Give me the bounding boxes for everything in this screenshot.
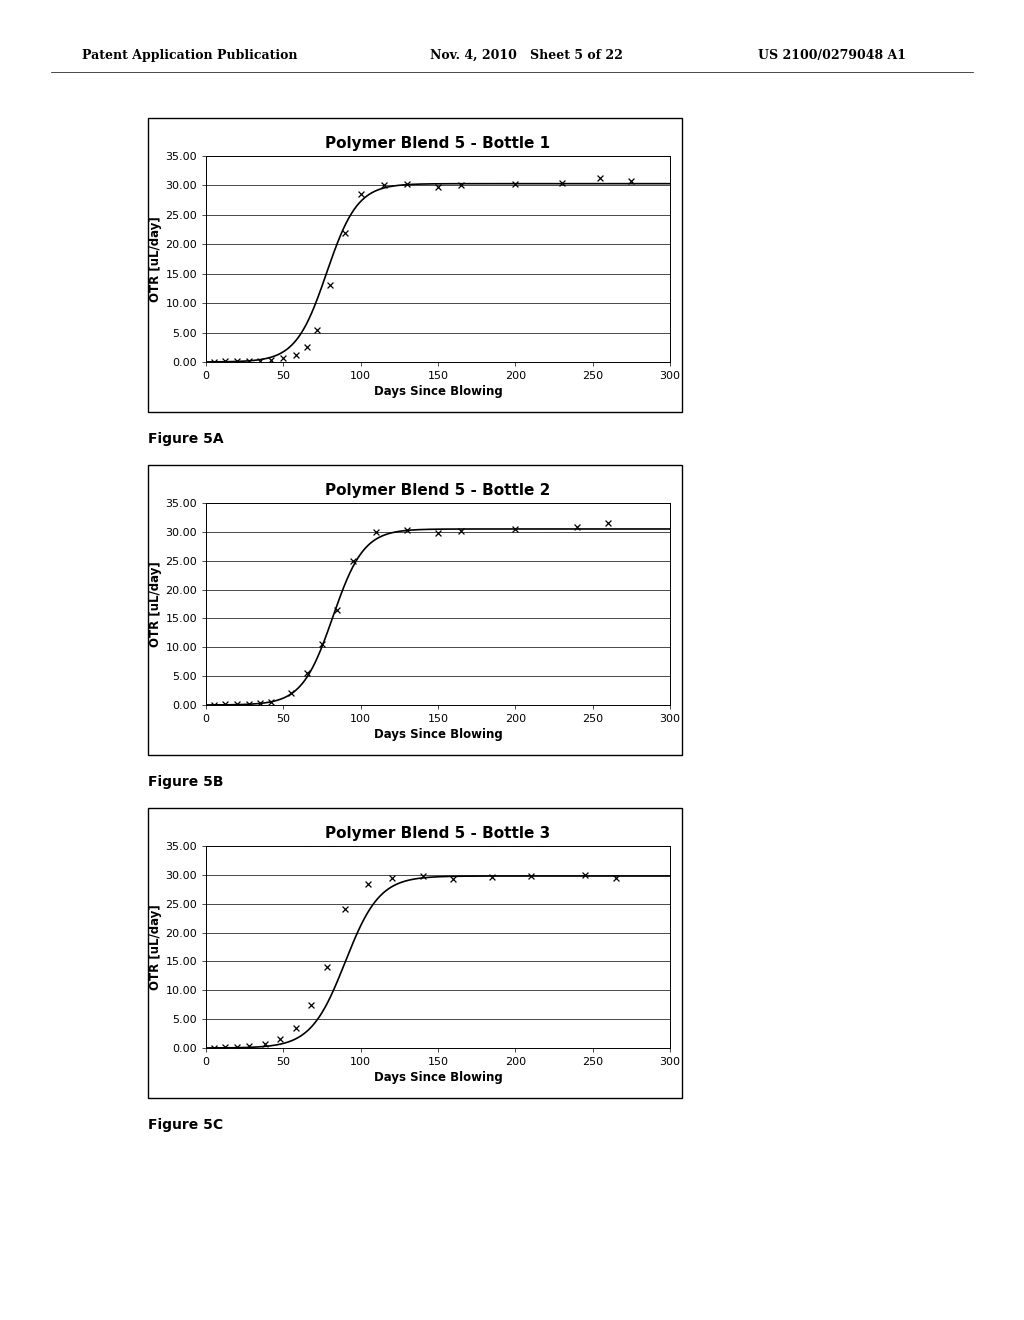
Point xyxy=(228,1036,245,1057)
Point xyxy=(298,337,314,358)
Point xyxy=(241,693,257,714)
Point xyxy=(303,994,319,1015)
Point xyxy=(283,682,299,704)
Title: Polymer Blend 5 - Bottle 3: Polymer Blend 5 - Bottle 3 xyxy=(326,826,551,841)
Text: US 2100/0279048 A1: US 2100/0279048 A1 xyxy=(758,49,906,62)
Point xyxy=(313,634,330,655)
Point xyxy=(592,168,608,189)
Point xyxy=(216,694,232,715)
Point xyxy=(430,523,446,544)
Point xyxy=(577,865,593,886)
Point xyxy=(241,1035,257,1056)
Text: Patent Application Publication: Patent Application Publication xyxy=(82,49,297,62)
Point xyxy=(399,520,416,541)
Y-axis label: OTR [uL/day]: OTR [uL/day] xyxy=(150,904,163,990)
Point xyxy=(263,348,280,370)
Point xyxy=(624,170,640,191)
Point xyxy=(206,694,222,715)
Point xyxy=(322,275,338,296)
Point xyxy=(288,345,304,366)
Text: Figure 5A: Figure 5A xyxy=(148,432,223,446)
Point xyxy=(399,174,416,195)
Point xyxy=(507,173,523,194)
Point xyxy=(228,351,245,372)
X-axis label: Days Since Blowing: Days Since Blowing xyxy=(374,729,503,742)
Point xyxy=(330,599,346,620)
Point xyxy=(241,350,257,371)
Point xyxy=(337,222,353,243)
Point xyxy=(228,693,245,714)
Point xyxy=(309,319,326,341)
Point xyxy=(216,351,232,372)
Text: Figure 5B: Figure 5B xyxy=(148,775,223,789)
Text: Figure 5C: Figure 5C xyxy=(148,1118,223,1133)
Point xyxy=(376,174,392,195)
Point xyxy=(216,1038,232,1059)
X-axis label: Days Since Blowing: Days Since Blowing xyxy=(374,385,503,399)
Point xyxy=(298,663,314,684)
Point xyxy=(275,347,292,368)
Point xyxy=(383,867,399,888)
Point xyxy=(288,1018,304,1039)
Title: Polymer Blend 5 - Bottle 1: Polymer Blend 5 - Bottle 1 xyxy=(326,136,551,150)
Point xyxy=(453,174,469,195)
Point xyxy=(415,866,431,887)
Point xyxy=(554,173,570,194)
Point xyxy=(337,899,353,920)
Point xyxy=(352,183,369,205)
Text: Nov. 4, 2010   Sheet 5 of 22: Nov. 4, 2010 Sheet 5 of 22 xyxy=(430,49,623,62)
Point xyxy=(360,873,377,894)
Point xyxy=(453,520,469,541)
X-axis label: Days Since Blowing: Days Since Blowing xyxy=(374,1072,503,1084)
Point xyxy=(345,550,361,572)
Point xyxy=(522,866,539,887)
Y-axis label: OTR [uL/day]: OTR [uL/day] xyxy=(150,561,163,647)
Point xyxy=(263,692,280,713)
Point xyxy=(607,867,624,888)
Point xyxy=(257,1034,273,1055)
Y-axis label: OTR [uL/day]: OTR [uL/day] xyxy=(150,216,163,302)
Point xyxy=(600,512,616,533)
Point xyxy=(272,1028,289,1049)
Point xyxy=(445,869,462,890)
Point xyxy=(252,350,268,371)
Point xyxy=(430,176,446,197)
Point xyxy=(484,867,501,888)
Point xyxy=(206,1038,222,1059)
Title: Polymer Blend 5 - Bottle 2: Polymer Blend 5 - Bottle 2 xyxy=(326,483,551,498)
Point xyxy=(569,516,586,537)
Point xyxy=(252,693,268,714)
Point xyxy=(368,521,384,543)
Point xyxy=(507,519,523,540)
Point xyxy=(206,351,222,372)
Point xyxy=(318,957,335,978)
